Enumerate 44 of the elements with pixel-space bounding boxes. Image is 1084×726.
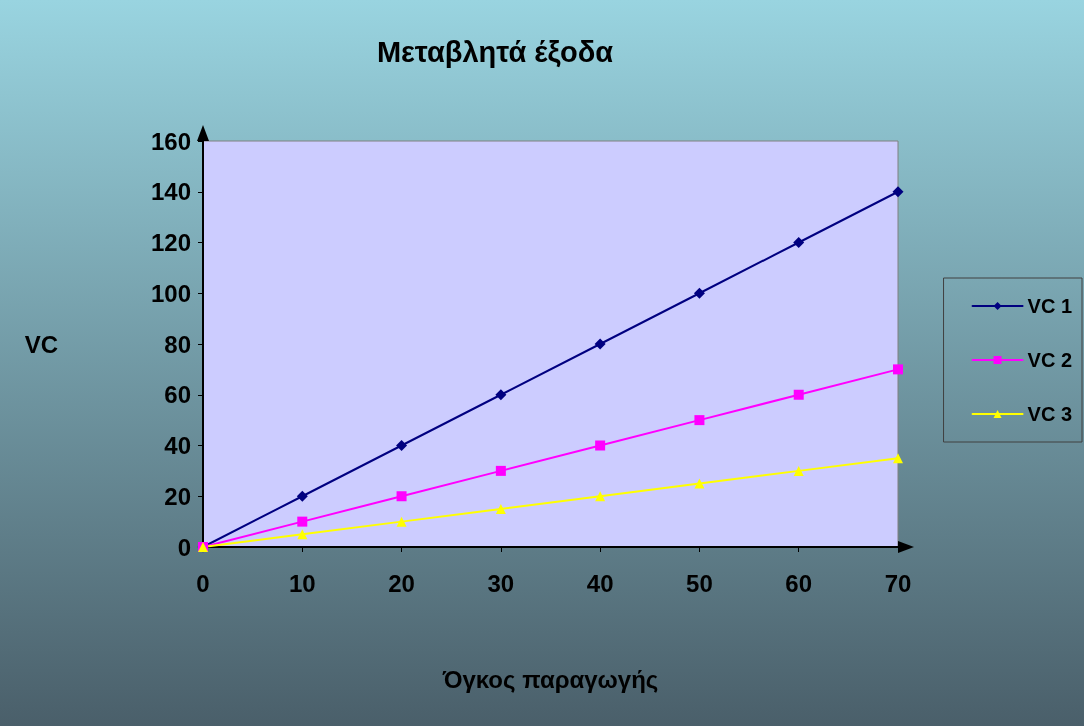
legend-label: VC 3 [1027,403,1073,425]
point [296,490,308,502]
point [893,453,903,464]
x-tick-label: 10 [288,569,316,597]
point [893,364,903,375]
x-tick-label: 0 [196,569,210,597]
x-axis-title: Όγκος παραγωγής [441,665,659,693]
point [595,440,606,451]
y-tick-label: 100 [150,279,191,307]
x-tick-label: 20 [388,569,415,597]
point [694,415,705,426]
point [396,516,407,527]
point [793,465,804,476]
x-tick-label: 40 [586,569,614,597]
x-tick-label: 70 [884,569,912,597]
legend-label: VC 2 [1027,349,1073,371]
y-tick-label: 20 [164,482,191,510]
legend-label: VC 1 [1027,295,1073,317]
x-tick-label: 30 [487,569,515,597]
point [297,529,308,540]
y-tick-label: 40 [164,432,191,459]
point [793,389,804,400]
point [694,478,705,489]
point [594,338,606,350]
chart-title: Μεταβλητά έξοδα [376,35,614,68]
point [396,440,408,451]
point [495,465,506,476]
point [595,491,606,502]
y-tick-label: 80 [164,330,191,358]
point [495,503,506,514]
point [396,491,407,502]
y-tick-label: 120 [150,229,191,256]
y-tick-label: 160 [150,127,191,155]
point [495,389,507,401]
point [793,237,805,248]
x-tick-label: 60 [785,569,813,597]
point [892,186,904,198]
x-tick-label: 50 [686,569,713,597]
y-tick-label: 140 [150,178,191,206]
point [693,287,705,299]
y-tick-label: 0 [177,533,191,561]
y-axis-title: VC [24,330,58,358]
point [297,516,308,527]
y-tick-label: 60 [164,381,191,409]
